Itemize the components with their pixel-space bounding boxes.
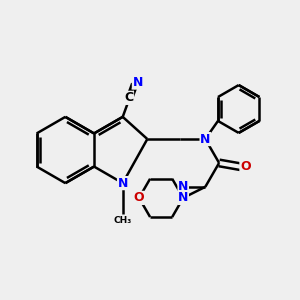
Text: C: C: [124, 92, 134, 104]
Text: O: O: [240, 160, 250, 173]
Text: N: N: [200, 133, 211, 146]
Text: N: N: [178, 191, 188, 204]
Text: N: N: [118, 177, 128, 190]
Text: N: N: [178, 180, 188, 194]
Text: CH₃: CH₃: [114, 216, 132, 225]
Text: N: N: [132, 76, 143, 89]
Text: O: O: [134, 191, 144, 204]
